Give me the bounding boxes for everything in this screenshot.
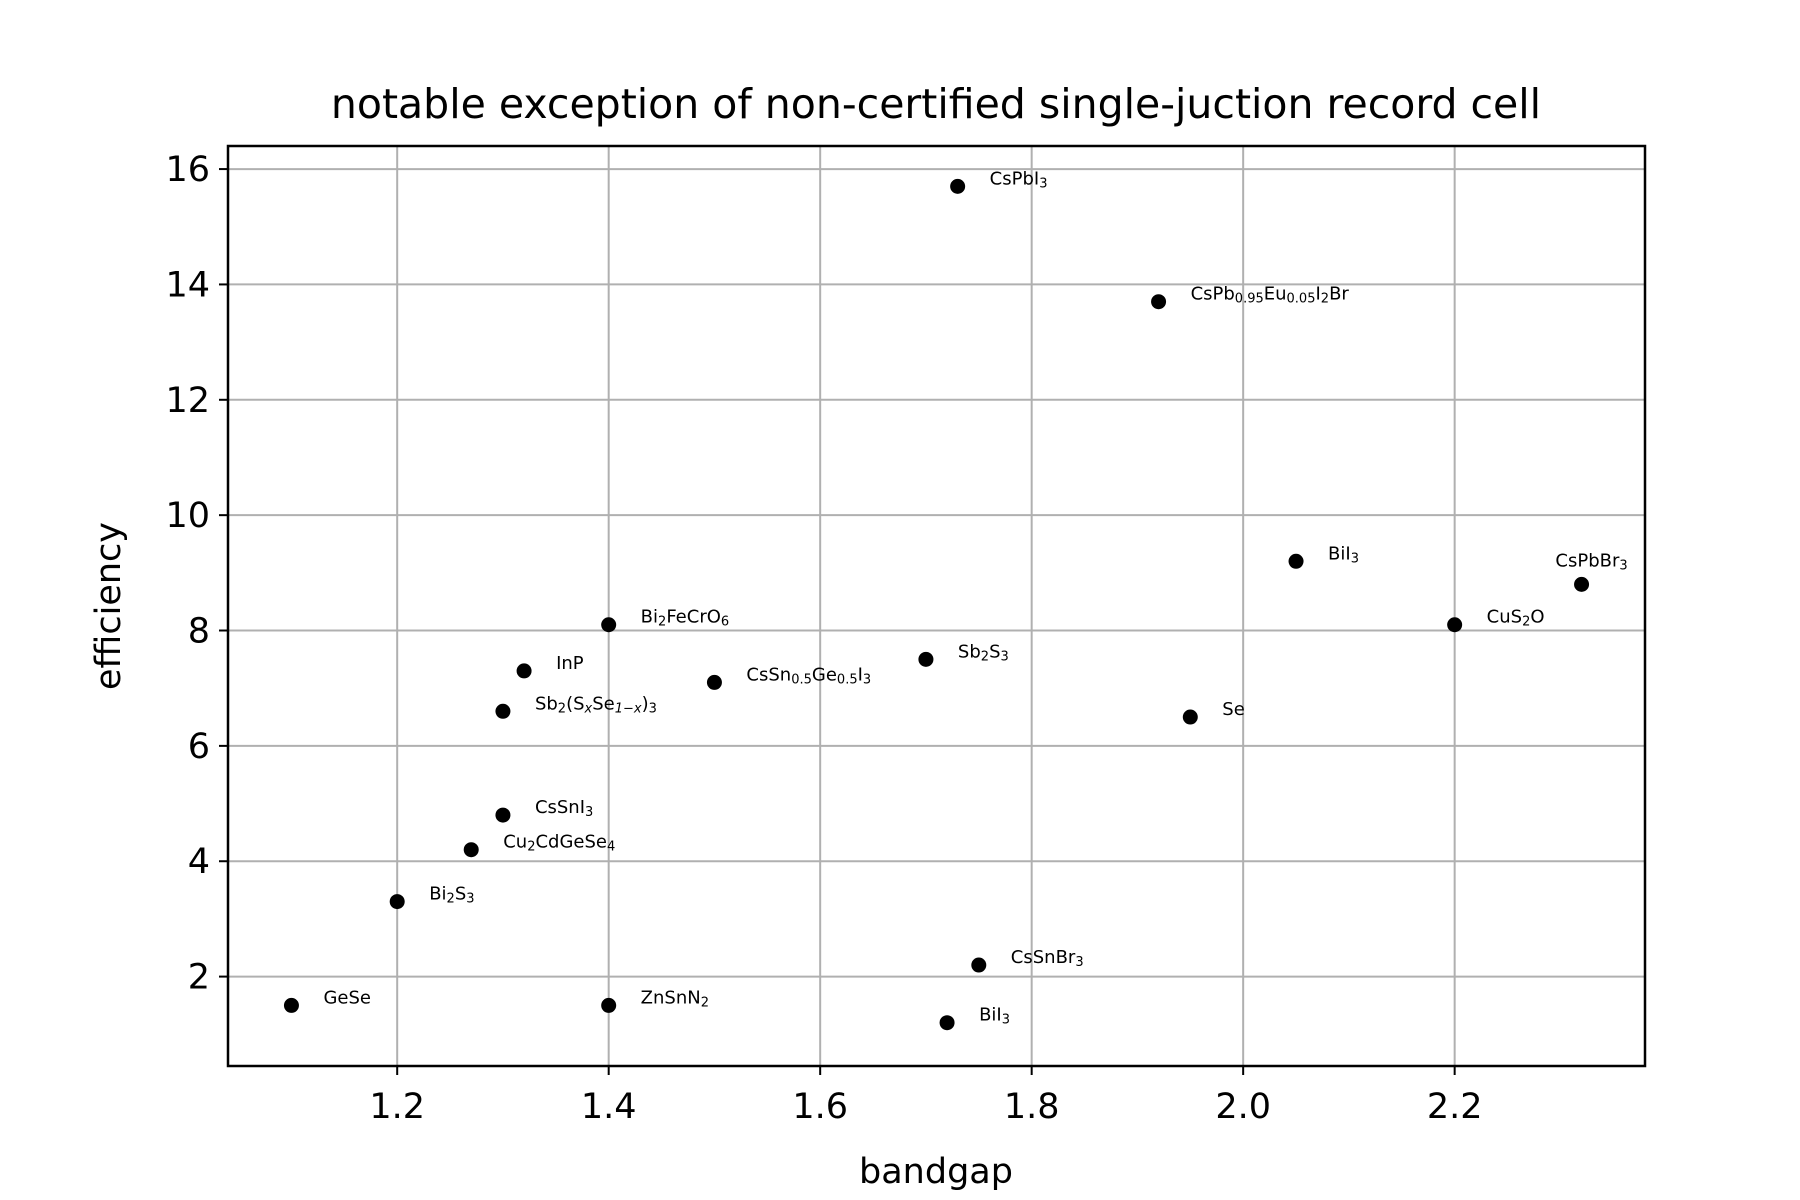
x-tick-label: 1.2: [369, 1087, 425, 1127]
point-label: CsPbBr3: [1555, 550, 1627, 573]
y-tick-label: 16: [165, 150, 210, 190]
point-label: GeSe: [323, 987, 371, 1008]
y-tick-label: 14: [165, 265, 210, 305]
scatter-point: [1182, 709, 1198, 725]
y-tick-label: 4: [188, 842, 210, 882]
scatter-point: [516, 663, 532, 679]
y-tick-label: 10: [165, 496, 210, 536]
x-tick-label: 2.0: [1215, 1087, 1271, 1127]
scatter-point: [389, 894, 405, 910]
point-label: CsPb0.95Eu0.05I2Br: [1191, 284, 1350, 307]
point-label: CuS2O: [1487, 607, 1545, 630]
point-label: CsPbI3: [990, 168, 1048, 191]
scatter-point: [283, 997, 299, 1013]
y-tick-label: 6: [188, 727, 210, 767]
point-label: ZnSnN2: [641, 987, 709, 1010]
point-label: InP: [556, 653, 584, 674]
scatter-point: [950, 178, 966, 194]
scatter-point: [601, 617, 617, 633]
scatter-point: [1288, 553, 1304, 569]
scatter-point: [463, 842, 479, 858]
scatter-point: [1574, 576, 1590, 592]
plot-frame: [226, 144, 1647, 1068]
scatter-point: [939, 1015, 955, 1031]
grid: [228, 146, 1645, 1066]
scatter-point: [1447, 617, 1463, 633]
x-tick-label: 1.8: [1004, 1087, 1060, 1127]
scatter-point: [601, 997, 617, 1013]
scatter-point: [1151, 294, 1167, 310]
point-label: CsSn0.5Ge0.5I3: [746, 664, 871, 687]
y-tick-label: 12: [165, 381, 210, 421]
scatter-point: [971, 957, 987, 973]
point-label: Sb2S3: [958, 641, 1009, 664]
scatter-point: [706, 674, 722, 690]
y-tick-label: 8: [188, 612, 210, 652]
chart-title: notable exception of non-certified singl…: [331, 80, 1541, 128]
data-points: [283, 178, 1590, 1031]
scatter-point: [495, 807, 511, 823]
point-label: BiI3: [1328, 543, 1359, 566]
point-labels: CsPbI3 CsPb0.95Eu0.05I2Br BiI3 CsPbBr3 CuS2O…: [323, 168, 1627, 1028]
x-tick-label: 1.4: [581, 1087, 637, 1127]
x-tick-label: 1.6: [792, 1087, 848, 1127]
point-label: Bi2FeCrO6: [641, 607, 730, 630]
x-axis-label: bandgap: [859, 1152, 1013, 1192]
point-label: BiI3: [979, 1005, 1010, 1028]
point-label: CsSnBr3: [1011, 947, 1084, 970]
point-label: Se: [1222, 699, 1245, 720]
point-label: Bi2S3: [429, 884, 474, 907]
y-axis-label: efficiency: [89, 522, 129, 690]
point-label: CsSnI3: [535, 797, 593, 820]
ticks: 1.2 1.4 1.6 1.8 2.0 2.2 2 4 6 8 10 12 14 16: [165, 150, 1482, 1127]
point-label: Cu2CdGeSe4: [503, 832, 615, 855]
point-label: Sb2(SxSe1−x)3: [535, 693, 657, 716]
x-tick-label: 2.2: [1427, 1087, 1483, 1127]
y-tick-label: 2: [188, 958, 210, 998]
scatter-point: [918, 651, 934, 667]
scatter-point: [495, 703, 511, 719]
